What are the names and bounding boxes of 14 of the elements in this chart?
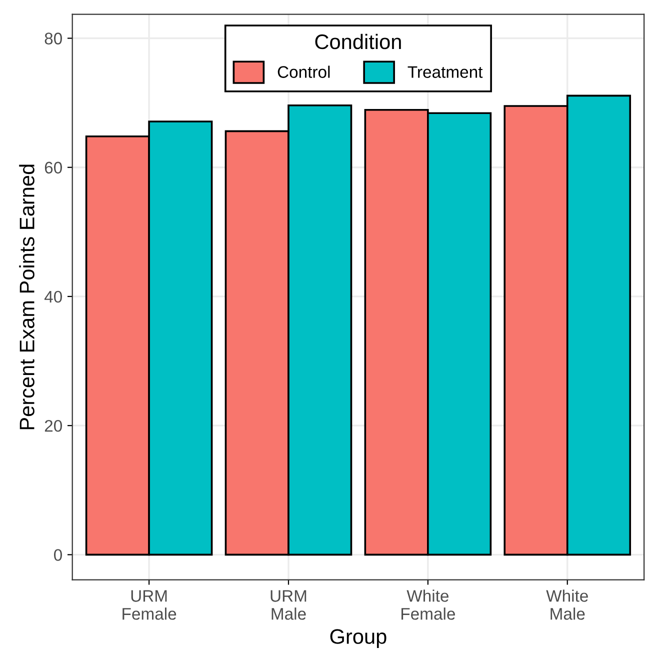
y-tick-label: 60 <box>44 162 62 174</box>
y-axis-title: Percent Exam Points Earned <box>19 164 34 430</box>
x-tick-label: White Female <box>402 590 455 620</box>
legend-title: Condition <box>315 34 401 50</box>
x-tick-label: URM Male <box>270 590 306 620</box>
x-axis-title: Group <box>330 629 386 648</box>
x-tick-label: URM Female <box>122 590 176 620</box>
y-tick-label: 20 <box>44 420 62 432</box>
legend-label: Control <box>278 66 330 78</box>
y-tick-label: 80 <box>44 32 62 44</box>
y-tick-label: 0 <box>54 549 62 561</box>
legend-label: Treatment <box>408 66 483 78</box>
y-tick-label: 40 <box>44 290 62 303</box>
x-tick-label: White Male <box>546 590 588 620</box>
